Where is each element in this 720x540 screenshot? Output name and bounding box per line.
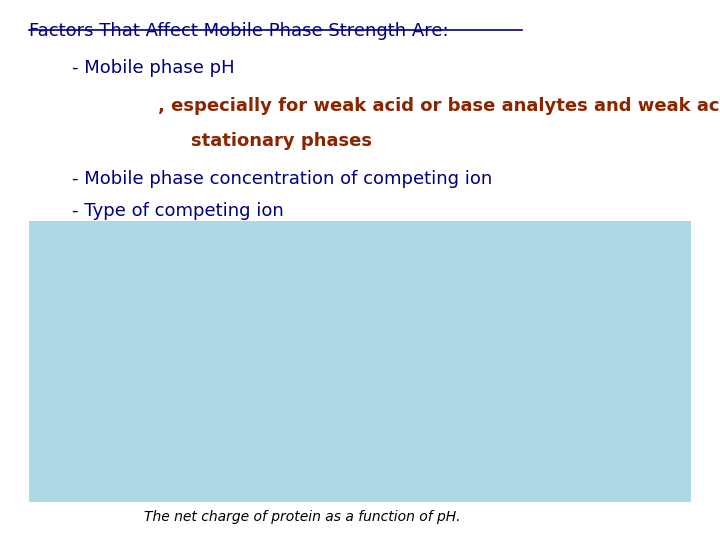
Text: Attached to anion
exchangers: Attached to anion exchangers [357, 303, 438, 350]
Text: The net charge of protein as a function of pH.: The net charge of protein as a function … [144, 510, 461, 524]
Y-axis label: Net Charge On Protein: Net Charge On Protein [128, 294, 138, 419]
Text: Attached to
cation
exchangers: Attached to cation exchangers [197, 379, 257, 415]
Text: Isoelectric point: Isoelectric point [305, 256, 314, 329]
Text: –: – [125, 438, 132, 453]
Text: Factors That Affect Mobile Phase Strength Are:: Factors That Affect Mobile Phase Strengt… [29, 22, 449, 39]
Text: - Mobile phase pH: - Mobile phase pH [72, 59, 235, 77]
Text: Range of
Stability: Range of Stability [339, 260, 398, 288]
Text: - Mobile phase concentration of competing ion: - Mobile phase concentration of competin… [72, 170, 492, 188]
Text: pH: pH [608, 350, 626, 363]
Text: stationary phases: stationary phases [191, 132, 372, 150]
Text: , especially for weak acid or base analytes and weak acid or base: , especially for weak acid or base analy… [158, 97, 720, 115]
Text: - Type of competing ion: - Type of competing ion [72, 202, 284, 220]
Text: +: + [122, 252, 135, 267]
